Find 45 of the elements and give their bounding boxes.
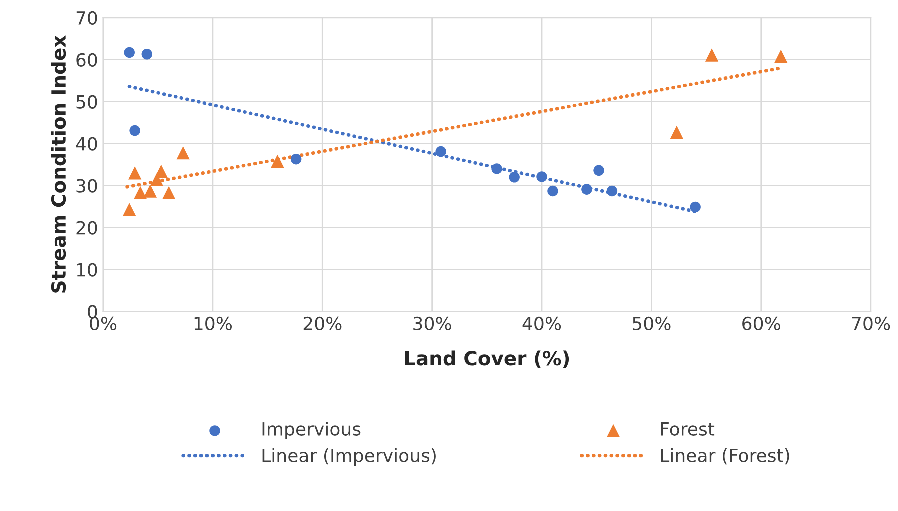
x-tick-label: 60% <box>742 316 780 331</box>
legend-label: Linear (Impervious) <box>262 448 436 466</box>
y-tick-label: 60 <box>76 53 98 67</box>
point <box>670 126 684 140</box>
y-tick-label: 50 <box>76 95 98 109</box>
x-tick-label: 50% <box>633 316 671 331</box>
point <box>290 154 302 165</box>
point <box>130 125 140 136</box>
point <box>144 184 158 198</box>
point <box>690 202 701 213</box>
point <box>548 186 558 197</box>
y-tick-label: 30 <box>76 179 98 193</box>
y-tick-label: 70 <box>76 11 98 25</box>
x-tick-label: 30% <box>414 316 452 331</box>
y-tick-label: 10 <box>77 263 98 277</box>
x-axis-title: Land Cover (%) <box>405 350 570 368</box>
y-tick-label: 40 <box>76 137 98 151</box>
y-tick-label: 20 <box>76 221 98 235</box>
point <box>128 166 142 180</box>
x-tick-label: 70% <box>852 316 890 331</box>
point <box>582 184 592 195</box>
y-axis-title: Stream Condition Index <box>51 36 66 293</box>
point <box>492 164 502 174</box>
point <box>509 172 520 183</box>
x-tick-label: 10% <box>194 316 232 331</box>
point <box>124 47 135 58</box>
point <box>594 165 604 176</box>
point <box>142 49 153 60</box>
x-tick-label: 0% <box>90 316 117 331</box>
point <box>271 154 284 168</box>
point <box>176 146 190 160</box>
point <box>123 203 136 216</box>
point <box>705 48 719 62</box>
point <box>436 146 446 158</box>
point <box>606 186 618 197</box>
legend-label: Impervious <box>262 422 361 440</box>
point <box>536 172 548 182</box>
point <box>134 186 148 200</box>
legend-label: Linear (Forest) <box>661 448 790 465</box>
legend-label: Forest <box>661 422 715 436</box>
point <box>162 186 176 200</box>
point <box>150 173 164 186</box>
x-tick-label: 20% <box>304 316 342 331</box>
x-tick-label: 40% <box>522 316 562 331</box>
point <box>774 50 788 64</box>
